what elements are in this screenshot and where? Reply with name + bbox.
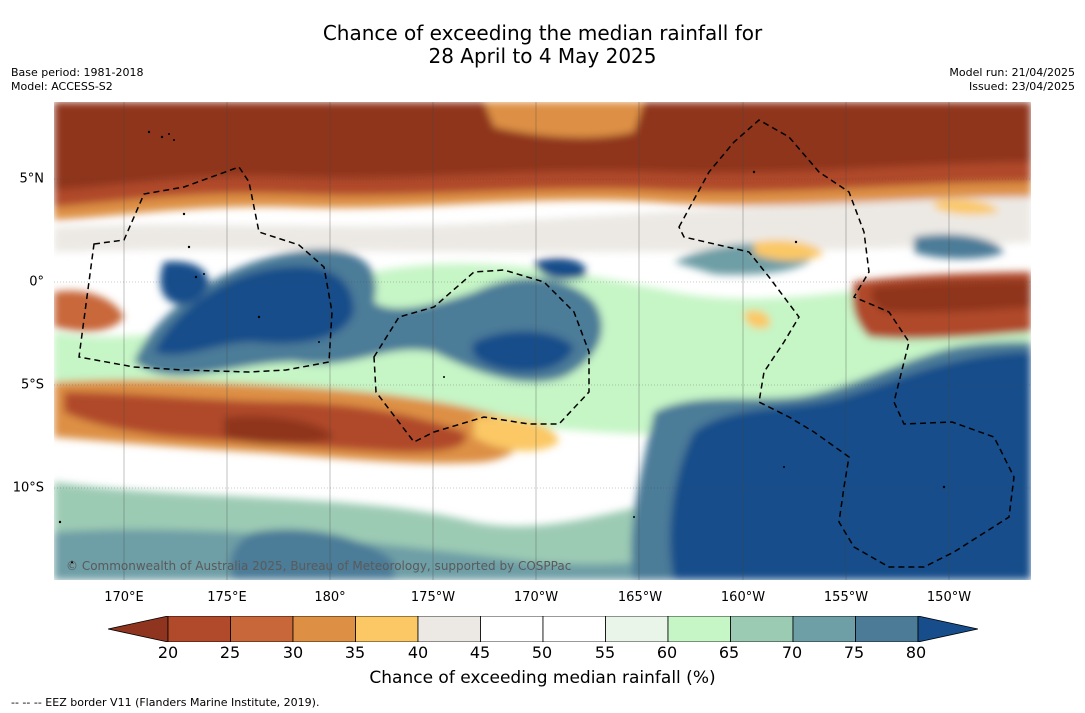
island-dots [58,130,946,564]
lon-label: 155°W [823,590,869,605]
colorbar-tick: 80 [905,643,927,662]
lon-label: 180° [314,590,346,605]
lat-label: 5°N [19,171,45,187]
issued-date: Issued: 23/04/2025 [968,80,1075,93]
colorbar-label: Chance of exceeding median rainfall (%) [369,668,716,688]
colorbar-svg [107,615,979,643]
eez-legend-note: -- -- -- EEZ border V11 (Flanders Marine… [11,696,320,709]
colorbar-tick: 25 [219,643,241,662]
model-name: Model: ACCESS-S2 [11,80,113,93]
colorbar-cell [230,615,294,643]
rainfall-map [54,102,1031,580]
colorbar-cell [480,615,544,643]
colorbar [107,615,979,643]
lat-label: 0° [29,274,44,290]
title-line-2: 28 April to 4 May 2025 [428,44,657,68]
colorbar-tick: 50 [531,643,553,662]
colorbar-tick: 35 [344,643,366,662]
lon-label: 175°W [410,590,456,605]
lon-label: 170°W [513,590,559,605]
lat-label: 10°S [12,480,44,496]
colorbar-tick: 20 [157,643,179,662]
lon-label: 150°W [926,590,972,605]
colorbar-tick: 60 [656,643,678,662]
colorbar-cell [855,615,919,643]
longitude-labels: 170°E 175°E 180° 175°W 170°W 165°W 160°W… [0,590,1085,606]
title-line-1: Chance of exceeding the median rainfall … [322,21,763,45]
colorbar-tick: 75 [843,643,865,662]
latitude-labels: 5°N 0° 5°S 10°S [0,0,54,713]
colorbar-tick: 40 [407,643,429,662]
copyright-notice: © Commonwealth of Australia 2025, Bureau… [66,559,572,573]
colorbar-tick: 65 [718,643,740,662]
colorbar-extend-low [107,615,169,643]
colorbar-tick: 45 [469,643,491,662]
colorbar-tick: 70 [781,643,803,662]
base-period: Base period: 1981-2018 [11,66,144,79]
colorbar-cell [542,615,606,643]
colorbar-cell [667,615,731,643]
colorbar-tick: 30 [282,643,304,662]
colorbar-tick: 55 [594,643,616,662]
eez-borders [78,119,1015,568]
colorbar-cell [417,615,481,643]
lon-label: 160°W [720,590,766,605]
colorbar-ticks: 20 25 30 35 40 45 50 55 60 65 70 75 80 [0,643,1085,663]
colorbar-cell [355,615,419,643]
colorbar-cell [792,615,856,643]
lon-label: 170°E [104,590,144,605]
colorbar-cell [167,615,231,643]
model-run: Model run: 21/04/2025 [949,66,1075,79]
map-title: Chance of exceeding the median rainfall … [0,22,1085,68]
lon-label: 175°E [207,590,247,605]
colorbar-cell [292,615,356,643]
lon-label: 165°W [617,590,663,605]
colorbar-extend-high [917,615,979,643]
meta-left: Base period: 1981-2018 Model: ACCESS-S2 [11,66,143,94]
meta-right: Model run: 21/04/2025 Issued: 23/04/2025 [949,66,1075,94]
colorbar-cell [730,615,794,643]
colorbar-cell [605,615,669,643]
map-svg [54,102,1031,580]
lat-label: 5°S [20,377,44,393]
